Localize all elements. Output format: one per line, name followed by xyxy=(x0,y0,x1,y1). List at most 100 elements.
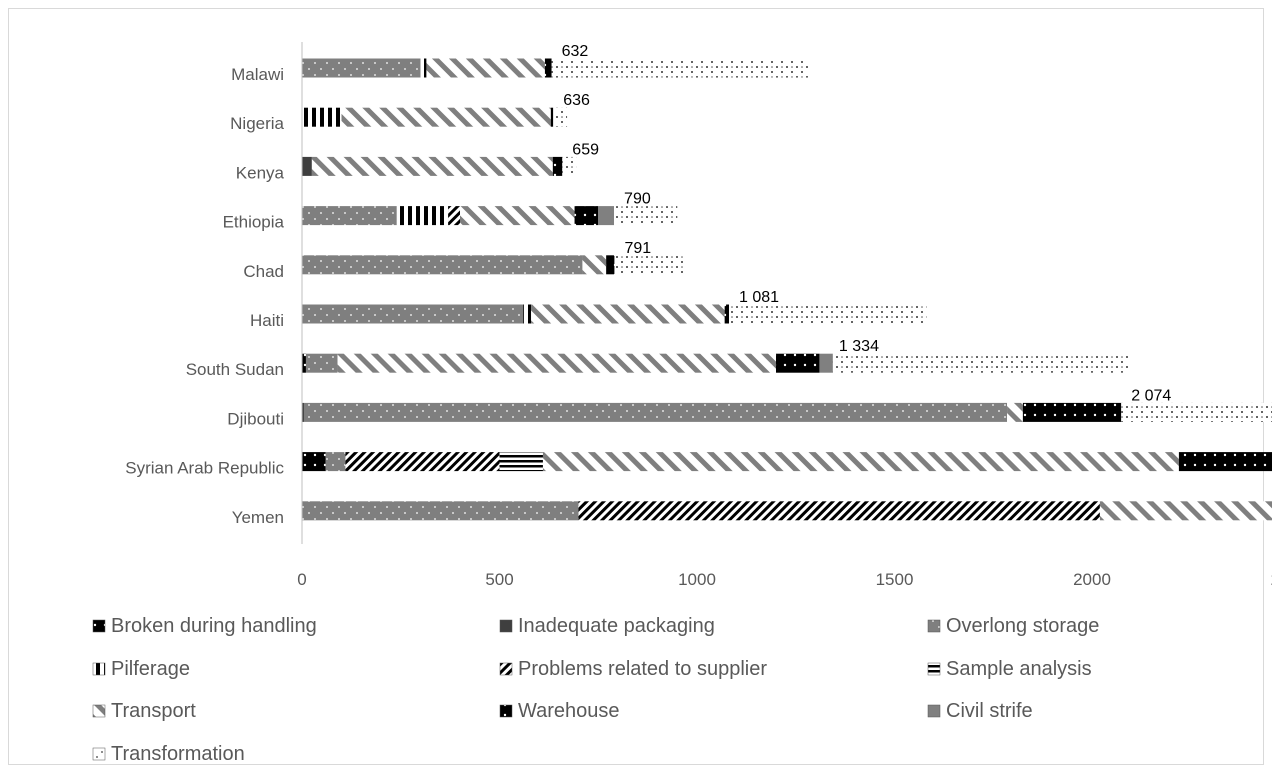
legend-label-inadequate-packaging: Inadequate packaging xyxy=(518,615,715,637)
legend-label-broken-during-handling: Broken during handling xyxy=(111,615,317,637)
bar-djibouti-inadequate-packaging xyxy=(302,402,304,422)
legend-item-transport: Transport xyxy=(92,700,196,722)
bar-haiti-transport xyxy=(531,304,725,324)
category-label-haiti: Haiti xyxy=(250,311,284,330)
bar-chad-transport xyxy=(582,255,607,275)
bar-ethiopia-residual xyxy=(614,206,678,226)
bar-malawi-warehouse xyxy=(544,58,552,78)
legend-label-sample-analysis: Sample analysis xyxy=(946,658,1092,680)
bar-djibouti-overlong-storage xyxy=(303,402,1008,422)
legend-swatch-problems-related-to-supplier xyxy=(499,662,513,676)
legend: Broken during handling Inadequate packagi… xyxy=(92,615,1099,765)
bar-kenya-residual xyxy=(562,156,577,176)
legend-label-overlong-storage: Overlong storage xyxy=(946,615,1099,637)
legend-item-transformation: Transformation xyxy=(92,743,245,765)
category-label-nigeria: Nigeria xyxy=(230,114,284,133)
legend-swatch-transformation xyxy=(92,747,106,761)
bar-yemen-overlong-storage xyxy=(302,501,579,521)
total-label-haiti: 1 081 xyxy=(739,289,779,306)
category-label-south-sudan: South Sudan xyxy=(186,360,284,379)
bars-layer xyxy=(302,58,1272,521)
bar-south-sudan-transport xyxy=(337,353,776,373)
bar-chad-warehouse xyxy=(606,255,615,275)
bar-kenya-inadequate-packaging xyxy=(302,156,312,176)
bar-syrian-arab-republic-overlong-storage xyxy=(325,452,346,472)
legend-swatch-pilferage xyxy=(92,662,106,676)
total-label-nigeria: 636 xyxy=(563,92,590,109)
x-tick-1000: 1000 xyxy=(678,570,716,589)
category-label-ethiopia: Ethiopia xyxy=(223,213,285,232)
bar-malawi-transport xyxy=(426,58,545,78)
bar-malawi-residual xyxy=(551,58,809,78)
category-label-kenya: Kenya xyxy=(236,163,285,182)
bar-south-sudan-civil-strife xyxy=(819,353,833,373)
bar-haiti-pilferage xyxy=(523,304,532,324)
legend-item-warehouse: Warehouse xyxy=(499,700,620,722)
bar-nigeria-pilferage xyxy=(302,107,342,127)
bar-south-sudan-broken-during-handling xyxy=(302,353,306,373)
bar-ethiopia-warehouse xyxy=(574,206,599,226)
bar-djibouti-warehouse xyxy=(1022,402,1122,422)
legend-swatch-sample-analysis xyxy=(927,662,941,676)
legend-item-broken-during-handling: Broken during handling xyxy=(92,615,317,637)
bar-ethiopia-civil-strife xyxy=(598,206,615,226)
bar-syrian-arab-republic-problems-related-to-supplier xyxy=(345,452,500,472)
legend-item-inadequate-packaging: Inadequate packaging xyxy=(499,615,715,637)
x-tick-2500: 2500 xyxy=(1271,570,1272,589)
bar-djibouti-residual xyxy=(1121,402,1272,422)
category-label-syrian-arab-republic: Syrian Arab Republic xyxy=(125,459,284,478)
chart-frame xyxy=(8,8,1264,765)
legend-swatch-broken-during-handling xyxy=(92,619,106,633)
legend-label-pilferage: Pilferage xyxy=(111,658,190,680)
bar-south-sudan-residual xyxy=(832,353,1130,373)
bar-nigeria-transport xyxy=(341,107,551,127)
bar-haiti-residual xyxy=(728,304,927,324)
x-tick-500: 500 xyxy=(485,570,513,589)
legend-label-warehouse: Warehouse xyxy=(518,700,620,722)
legend-item-pilferage: Pilferage xyxy=(92,658,190,680)
bar-ethiopia-problems-related-to-supplier xyxy=(448,206,460,226)
bar-syrian-arab-republic-transport xyxy=(542,452,1179,472)
bar-syrian-arab-republic-warehouse xyxy=(1178,452,1272,472)
legend-label-civil-strife: Civil strife xyxy=(946,700,1033,722)
x-tick-1500: 1500 xyxy=(876,570,914,589)
bar-nigeria-residual xyxy=(553,107,568,127)
total-label-kenya: 659 xyxy=(572,141,599,158)
x-tick-0: 0 xyxy=(297,570,306,589)
category-labels: Malawi Nigeria Kenya Ethiopia Chad Haiti South… xyxy=(125,65,284,527)
bar-haiti-warehouse xyxy=(724,304,729,324)
bar-nigeria-warehouse xyxy=(550,107,554,127)
bar-kenya-warehouse xyxy=(552,156,563,176)
bar-ethiopia-overlong-storage xyxy=(302,206,397,226)
legend-item-problems-related-to-supplier: Problems related to supplier xyxy=(499,658,767,680)
bar-kenya-transport xyxy=(311,156,553,176)
bar-djibouti-transport xyxy=(1007,402,1023,422)
category-label-malawi: Malawi xyxy=(231,65,284,84)
legend-item-sample-analysis: Sample analysis xyxy=(927,658,1092,680)
bar-south-sudan-warehouse xyxy=(776,353,820,373)
bar-haiti-overlong-storage xyxy=(302,304,524,324)
bar-chad-overlong-storage xyxy=(302,255,583,275)
legend-label-transport: Transport xyxy=(111,700,196,722)
bar-malawi-pilferage xyxy=(420,58,427,78)
bar-south-sudan-overlong-storage xyxy=(305,353,338,373)
bar-malawi-overlong-storage xyxy=(302,58,421,78)
total-label-south-sudan: 1 334 xyxy=(839,338,879,355)
bar-ethiopia-transport xyxy=(460,206,575,226)
x-tick-labels: 050010001500200025003000350040004500 xyxy=(297,570,1272,589)
legend-swatch-civil-strife xyxy=(927,704,941,718)
category-label-yemen: Yemen xyxy=(232,508,284,527)
category-label-chad: Chad xyxy=(243,262,284,281)
total-label-djibouti: 2 074 xyxy=(1131,387,1171,404)
legend-swatch-warehouse xyxy=(499,704,513,718)
category-label-djibouti: Djibouti xyxy=(227,409,284,428)
legend-swatch-overlong-storage xyxy=(927,619,941,633)
bar-yemen-problems-related-to-supplier xyxy=(578,501,1100,521)
total-label-ethiopia: 790 xyxy=(624,191,651,208)
x-tick-2000: 2000 xyxy=(1073,570,1111,589)
bar-chad-residual xyxy=(614,255,686,275)
legend-item-overlong-storage: Overlong storage xyxy=(927,615,1099,637)
bar-ethiopia-pilferage xyxy=(396,206,449,226)
legend-label-problems-related-to-supplier: Problems related to supplier xyxy=(518,658,767,680)
